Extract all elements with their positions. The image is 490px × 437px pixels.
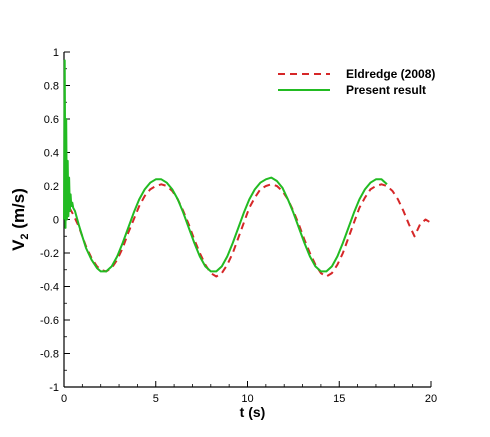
legend: Eldredge (2008) Present result — [278, 67, 435, 97]
y-axis-title-main: V — [9, 239, 28, 251]
x-tick-label: 10 — [241, 393, 253, 405]
y-tick-label: -0.6 — [40, 315, 59, 327]
y-tick-label: 0.4 — [44, 148, 59, 160]
y-tick-label: 1 — [53, 47, 59, 59]
y-tick-label: -0.2 — [40, 248, 59, 260]
x-tick-label: 5 — [153, 393, 159, 405]
series-line-present-result — [63, 59, 388, 273]
x-tick-label: 15 — [333, 393, 345, 405]
y-tick-label: -1 — [49, 382, 59, 394]
y-tick-label: 0.6 — [44, 114, 59, 126]
y-tick-label: -0.4 — [40, 282, 59, 294]
legend-label-eldredge: Eldredge (2008) — [346, 67, 435, 81]
legend-label-present-result: Present result — [346, 83, 426, 97]
x-tick-label: 20 — [425, 393, 437, 405]
y-axis-title: V2 (m/s) — [9, 188, 31, 251]
x-tick-label: 0 — [61, 393, 67, 405]
series-layer — [63, 59, 432, 278]
y-axis-title-units: (m/s) — [9, 188, 28, 233]
y-axis-title-subscript: 2 — [19, 233, 31, 239]
y-tick-label: 0 — [53, 215, 59, 227]
y-tick-label: 0.2 — [44, 181, 59, 193]
series-line-eldredge — [68, 183, 432, 278]
y-tick-label: -0.8 — [40, 349, 59, 361]
x-axis-title: t (s) — [240, 404, 266, 420]
y-tick-label: 0.8 — [44, 81, 59, 93]
